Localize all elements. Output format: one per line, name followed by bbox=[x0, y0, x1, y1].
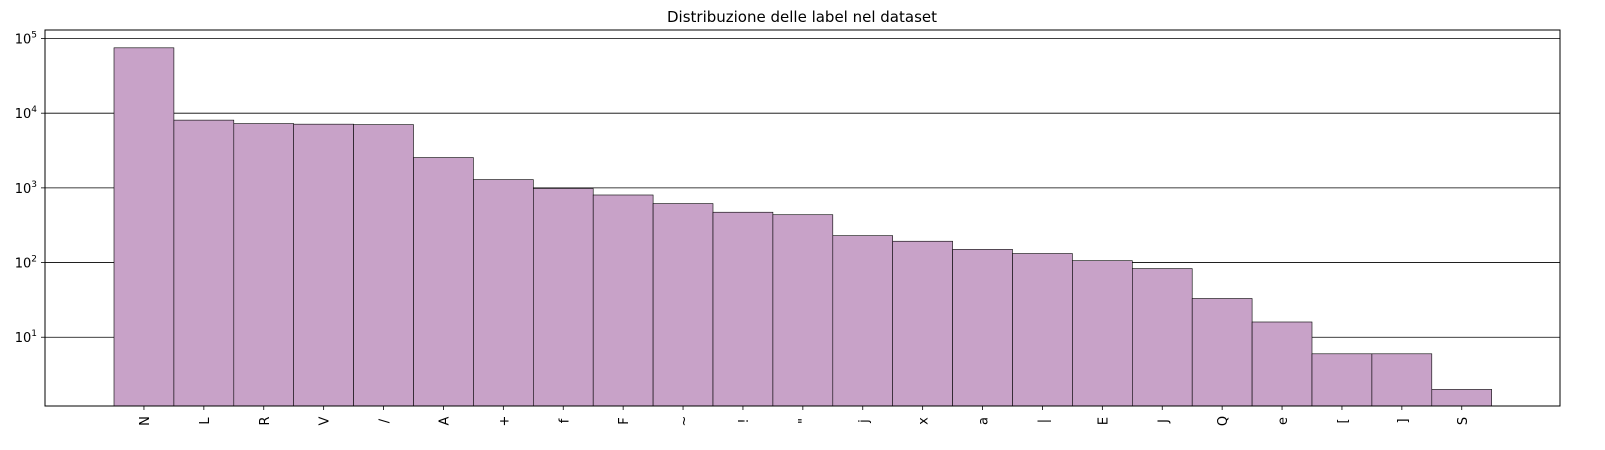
y-axis-ticks: 101 102 103 104 105 bbox=[15, 31, 45, 346]
x-tick-label: " bbox=[797, 418, 812, 424]
bar bbox=[772, 214, 834, 407]
bar bbox=[113, 47, 175, 407]
plot-frame bbox=[44, 29, 1561, 407]
x-tick-label: ! bbox=[737, 418, 752, 423]
x-tick-label: x bbox=[917, 417, 932, 425]
bar bbox=[473, 179, 534, 407]
x-tick-label: | bbox=[1036, 419, 1051, 423]
bar bbox=[413, 157, 474, 407]
bars bbox=[113, 47, 1493, 407]
bar bbox=[353, 124, 414, 407]
x-tick-label: j bbox=[857, 419, 872, 424]
x-tick-label: + bbox=[497, 416, 512, 427]
x-tick-label: V bbox=[318, 416, 333, 425]
x-tick-label: ] bbox=[1396, 418, 1411, 423]
x-tick-label: E bbox=[1096, 417, 1111, 425]
bar bbox=[532, 188, 594, 407]
x-tick-label: e bbox=[1276, 417, 1291, 425]
y-tick-label: 105 bbox=[15, 31, 37, 48]
x-tick-label: f bbox=[557, 418, 572, 423]
bar bbox=[173, 119, 235, 407]
bar bbox=[952, 249, 1013, 407]
x-tick-label: A bbox=[437, 416, 452, 425]
x-tick-label: F bbox=[617, 417, 632, 424]
bar bbox=[233, 123, 295, 407]
x-tick-label: N bbox=[138, 416, 153, 426]
y-tick-label: 104 bbox=[15, 105, 38, 122]
x-tick-label: J bbox=[1156, 419, 1171, 424]
bar bbox=[1311, 353, 1373, 407]
x-tick-label: / bbox=[378, 418, 393, 423]
bar bbox=[1251, 321, 1313, 407]
bar bbox=[652, 203, 714, 407]
bar bbox=[892, 240, 953, 407]
x-tick-label: Q bbox=[1216, 416, 1231, 426]
bar bbox=[592, 194, 654, 407]
x-tick-label: a bbox=[977, 417, 992, 425]
bar bbox=[293, 123, 354, 407]
x-tick-label: S bbox=[1456, 417, 1471, 425]
chart-title: Distribuzione delle label nel dataset bbox=[667, 8, 937, 26]
bar bbox=[832, 235, 893, 407]
bar bbox=[1431, 389, 1493, 407]
x-tick-label: R bbox=[258, 416, 273, 425]
bar bbox=[1191, 298, 1253, 407]
y-tick-label: 103 bbox=[15, 180, 37, 197]
x-tick-label: [ bbox=[1336, 418, 1351, 423]
bar bbox=[1072, 260, 1133, 407]
bar bbox=[1012, 253, 1073, 407]
bar bbox=[1132, 268, 1193, 407]
x-tick-label: L bbox=[198, 417, 213, 425]
y-tick-label: 101 bbox=[15, 329, 37, 346]
bar bbox=[1371, 353, 1433, 407]
y-tick-label: 102 bbox=[15, 255, 37, 272]
x-tick-label: ~ bbox=[677, 416, 692, 427]
bar bbox=[712, 211, 774, 407]
